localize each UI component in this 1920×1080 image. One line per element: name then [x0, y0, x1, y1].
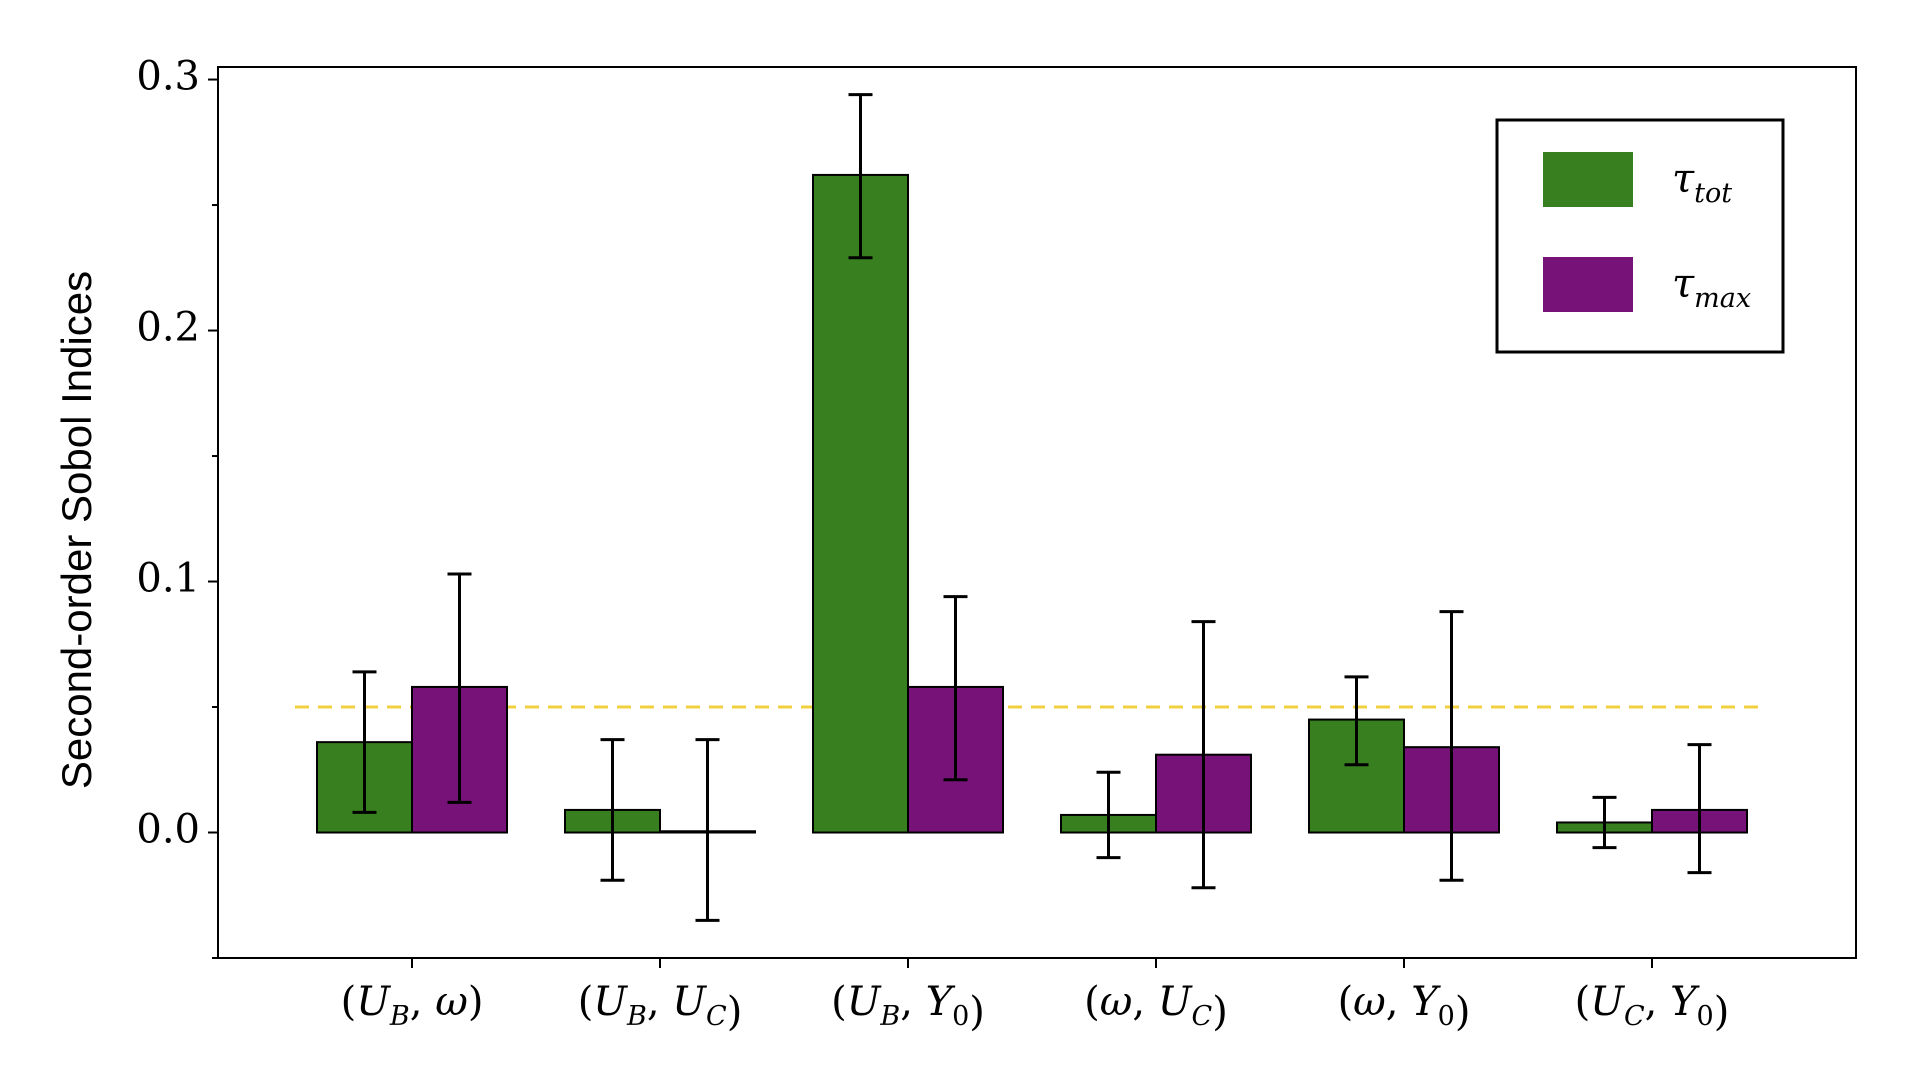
y-tick-label: 0.3	[136, 54, 200, 100]
legend-box	[1495, 118, 1785, 354]
x-tick-label: (UB, UC)	[578, 979, 743, 1035]
legend-swatch-tot	[1543, 152, 1633, 207]
x-tick-label: (UC, Y0)	[1575, 979, 1730, 1035]
x-tick-label: (ω, UC)	[1084, 979, 1228, 1035]
bar-tot-2	[812, 173, 909, 834]
legend-label-tot: τtot	[1672, 156, 1732, 209]
y-axis-label: Second-order Sobol Indices	[53, 271, 100, 789]
legend-label-max: τmax	[1672, 261, 1751, 314]
y-tick-label: 0.2	[136, 305, 200, 351]
x-tick-label: (UB, Y0)	[831, 979, 985, 1035]
legend-swatch-max	[1543, 257, 1633, 312]
y-tick-label: 0.1	[136, 556, 200, 602]
legend: τtot τmax	[1495, 118, 1785, 354]
x-tick-label: (ω, Y0)	[1338, 979, 1471, 1035]
y-tick-label: 0.0	[136, 807, 200, 853]
x-tick-label: (UB, ω)	[341, 979, 484, 1032]
